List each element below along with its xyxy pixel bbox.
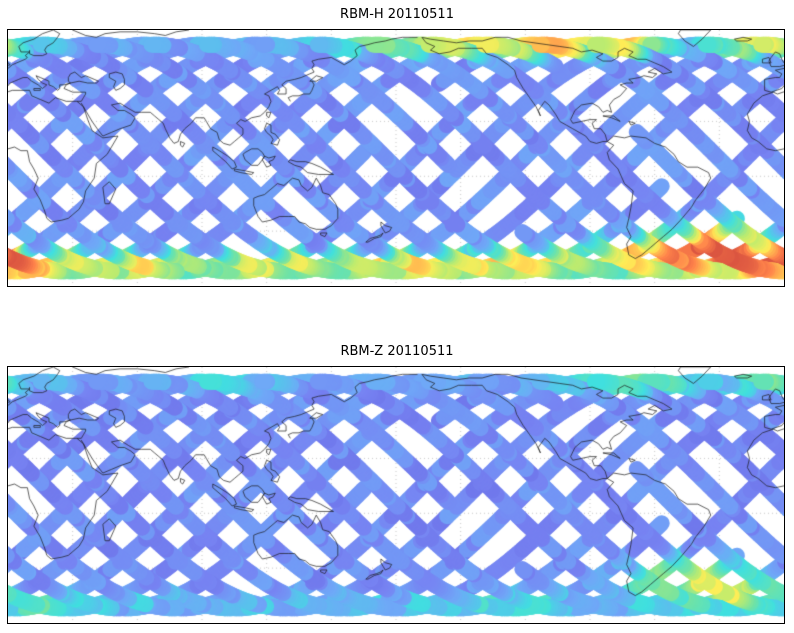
map-canvas-rbm-h <box>8 30 784 286</box>
map-canvas-rbm-z <box>8 367 784 623</box>
map-frame-rbm-h <box>7 29 785 287</box>
map-frame-rbm-z <box>7 366 785 624</box>
panel-title-rbm-h: RBM-H 20110511 <box>340 7 454 22</box>
panel-title-rbm-z: RBM-Z 20110511 <box>340 344 454 359</box>
